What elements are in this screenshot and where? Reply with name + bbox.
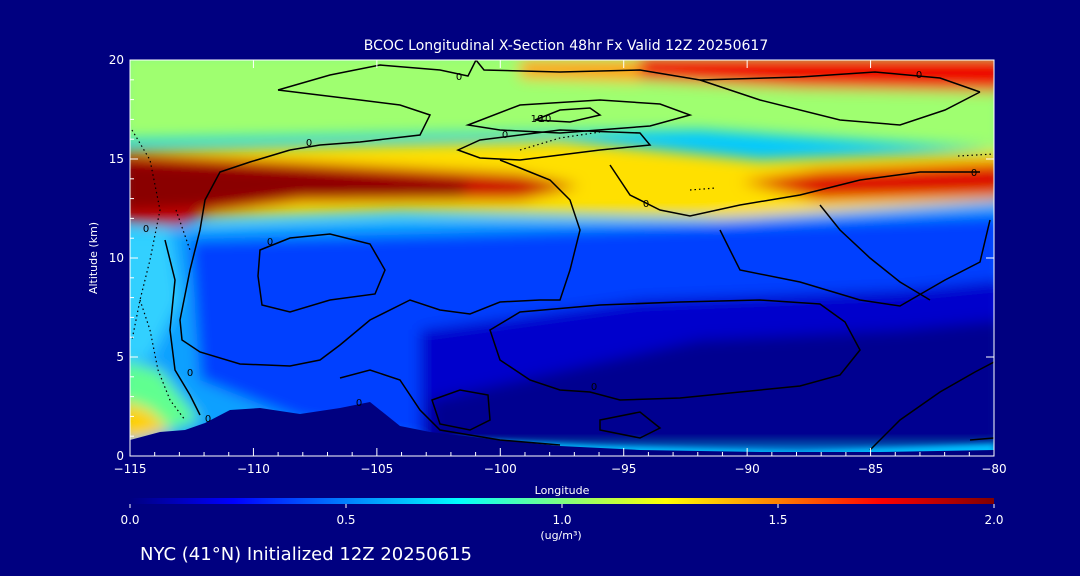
x-tick-label: −100 (484, 462, 517, 476)
field-west-surface-yellow (130, 403, 170, 440)
contour-line (489, 299, 861, 401)
heatmap-field (130, 60, 994, 456)
contour-label: 0 (143, 224, 149, 235)
terrain (130, 402, 994, 456)
contour-label: 0 (502, 130, 508, 141)
contour-line (277, 60, 981, 93)
contour-label: 0 (643, 199, 649, 210)
contour-line (609, 164, 980, 217)
contour-dotted-line (519, 131, 601, 151)
y-axis-label: Altitude (km) (87, 222, 100, 294)
contour-line (179, 149, 581, 367)
y-tick-label: 10 (109, 251, 124, 265)
contour-label: 10 (531, 114, 544, 125)
y-tick-label: 5 (116, 350, 124, 364)
colorbar-tick-label: 0.0 (120, 513, 139, 527)
field-west-cyan-column (130, 230, 180, 360)
colorbar-tick-label: 0.5 (336, 513, 355, 527)
contour-label: 0 (916, 70, 922, 81)
colorbar-tick-label: 2.0 (984, 513, 1003, 527)
colorbar-tick-label: 1.5 (768, 513, 787, 527)
x-tick-label: −110 (237, 462, 270, 476)
colorbar-units: (ug/m³) (540, 529, 581, 542)
contour-label: 0 (591, 382, 597, 393)
colorbar-ticks: 0.0 0.5 1.0 1.5 2.0 (120, 504, 1004, 527)
x-axis-label: Longitude (535, 484, 590, 497)
contour-line (456, 129, 652, 161)
contour-line (969, 437, 994, 441)
contour-label: 0 (456, 72, 462, 83)
field-navy-core (430, 320, 994, 450)
contour-dotted-line (139, 299, 186, 421)
contour-label: 0 (187, 368, 193, 379)
field-darkred-core-west (130, 160, 470, 212)
x-tick-label: −95 (611, 462, 636, 476)
contour-dotted-line (957, 153, 994, 157)
contour-label: 0 (971, 168, 977, 179)
contour-line (869, 361, 994, 451)
chart-title: BCOC Longitudinal X-Section 48hr Fx Vali… (364, 38, 768, 54)
y-axis: 0 5 10 15 20 (109, 53, 994, 463)
y-tick-label: 0 (116, 449, 124, 463)
contour-label: 0 (306, 138, 312, 149)
y-tick-label: 15 (109, 152, 124, 166)
contour-lines (164, 60, 994, 451)
contour-line (277, 89, 432, 151)
y-tick-label: 20 (109, 53, 124, 67)
contour-line (819, 204, 931, 301)
contour-label: 0 (356, 398, 362, 409)
contour-line (164, 239, 201, 416)
contour-line (599, 411, 662, 439)
x-tick-label: −85 (858, 462, 883, 476)
contour-dotted-lines (131, 129, 994, 421)
contour-label: 0 (205, 414, 211, 425)
contour-line (257, 233, 386, 313)
x-tick-label: −105 (360, 462, 393, 476)
x-tick-label: −90 (734, 462, 759, 476)
contour-line (465, 99, 693, 134)
contour-line (719, 219, 991, 307)
colorbar (130, 498, 994, 504)
x-tick-label: −80 (981, 462, 1006, 476)
x-axis: −115 −110 −105 −100 −95 −90 −85 −80 (114, 60, 1007, 476)
contour-label: 10 (539, 114, 552, 125)
colorbar-tick-label: 1.0 (552, 513, 571, 527)
contour-line (339, 369, 561, 446)
contour-line (699, 79, 981, 126)
x-tick-label: −115 (114, 462, 147, 476)
contour-dotted-line (131, 129, 161, 341)
contour-label: 0 (267, 237, 273, 248)
footer-label: NYC (41°N) Initialized 12Z 20250615 (140, 544, 472, 565)
contour-line (534, 107, 602, 123)
contour-line (431, 389, 491, 431)
